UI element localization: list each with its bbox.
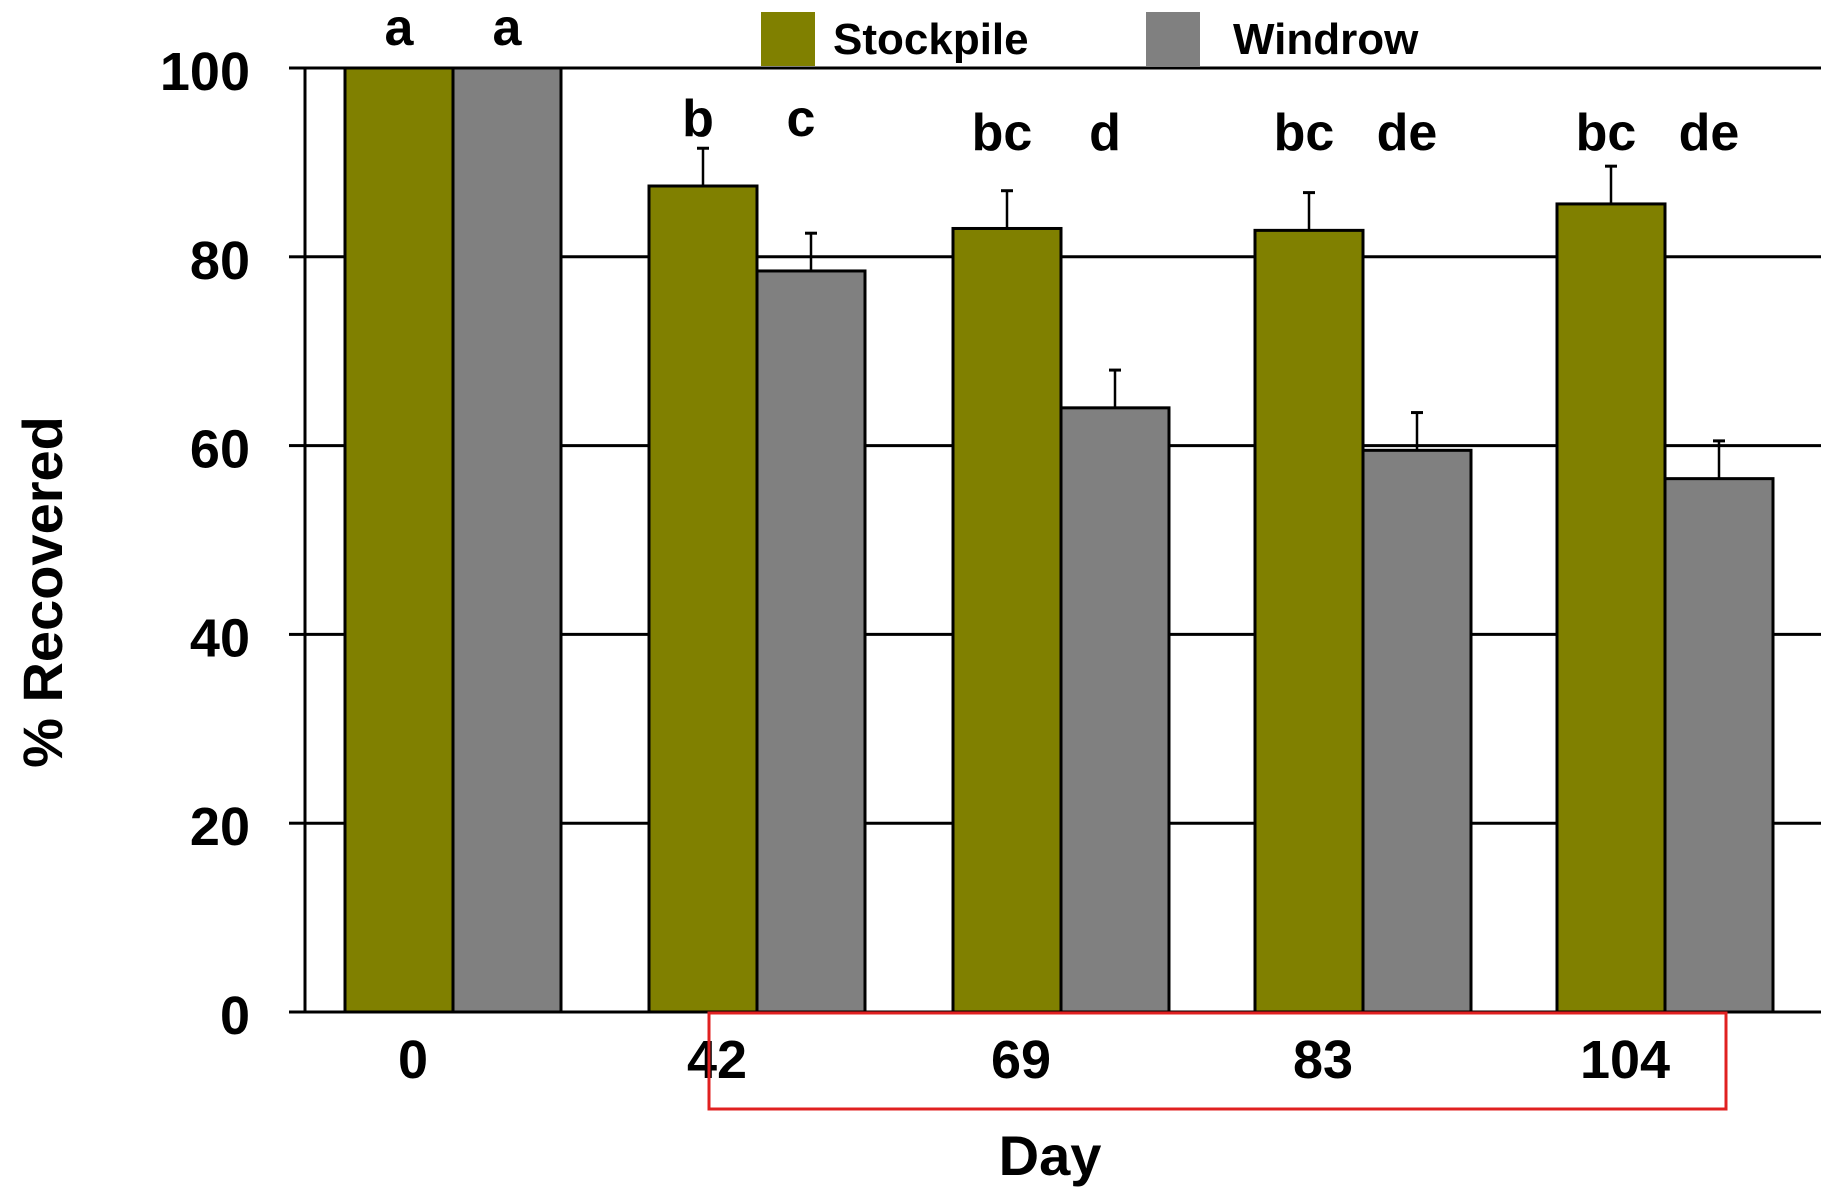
significance-letter: de (1679, 104, 1740, 162)
bar-stockpile-42 (647, 184, 759, 1014)
significance-letter: c (787, 90, 816, 148)
bar-stockpile-0 (343, 66, 455, 1014)
legend-swatch-windrow (1146, 12, 1200, 66)
bar-windrow-42 (755, 269, 867, 1014)
y-tick-label: 40 (190, 608, 250, 668)
bar-stockpile-104 (1555, 202, 1667, 1014)
y-tick-label: 60 (190, 420, 250, 480)
y-tick-label: 0 (220, 986, 250, 1046)
bar-stockpile-69 (951, 226, 1063, 1014)
bar-stockpile-83 (1253, 228, 1365, 1014)
highlight-box (707, 1011, 1728, 1111)
x-tick-label: 69 (991, 1030, 1051, 1090)
significance-letter: b (682, 90, 714, 148)
y-tick-label: 20 (190, 797, 250, 857)
bars (343, 66, 1775, 1014)
significance-letter: bc (1274, 104, 1335, 162)
x-tick-label: 104 (1580, 1030, 1670, 1090)
x-tick-label: 42 (687, 1030, 747, 1090)
significance-letters: a ab c bc d bc de bc de (385, 0, 1740, 162)
bar-windrow-0 (451, 66, 563, 1014)
legend-label: Stockpile (833, 15, 1029, 64)
x-tick-label: 83 (1293, 1030, 1353, 1090)
bar-windrow-69 (1059, 406, 1171, 1014)
x-axis-label: Day (999, 1124, 1102, 1187)
significance-letter: bc (1576, 104, 1637, 162)
y-tick-label: 80 (190, 231, 250, 291)
legend-swatch-stockpile (761, 12, 815, 66)
y-axis-label: % Recovered (11, 416, 74, 768)
significance-letter: bc (972, 104, 1033, 162)
significance-letter: a (493, 0, 523, 57)
legend-label: Windrow (1233, 15, 1419, 64)
y-tick-label: 100 (160, 42, 250, 102)
x-tick-label: 0 (398, 1030, 428, 1090)
tick-labels: 0 20 40 60 80 100 0 42 69 83 104 (160, 42, 1670, 1090)
bar-windrow-83 (1361, 448, 1473, 1014)
bar-windrow-104 (1663, 477, 1775, 1014)
significance-letter: a (385, 0, 415, 57)
significance-letter: d (1089, 104, 1121, 162)
legend: Stockpile Windrow (761, 12, 1419, 66)
significance-letter: de (1377, 104, 1438, 162)
